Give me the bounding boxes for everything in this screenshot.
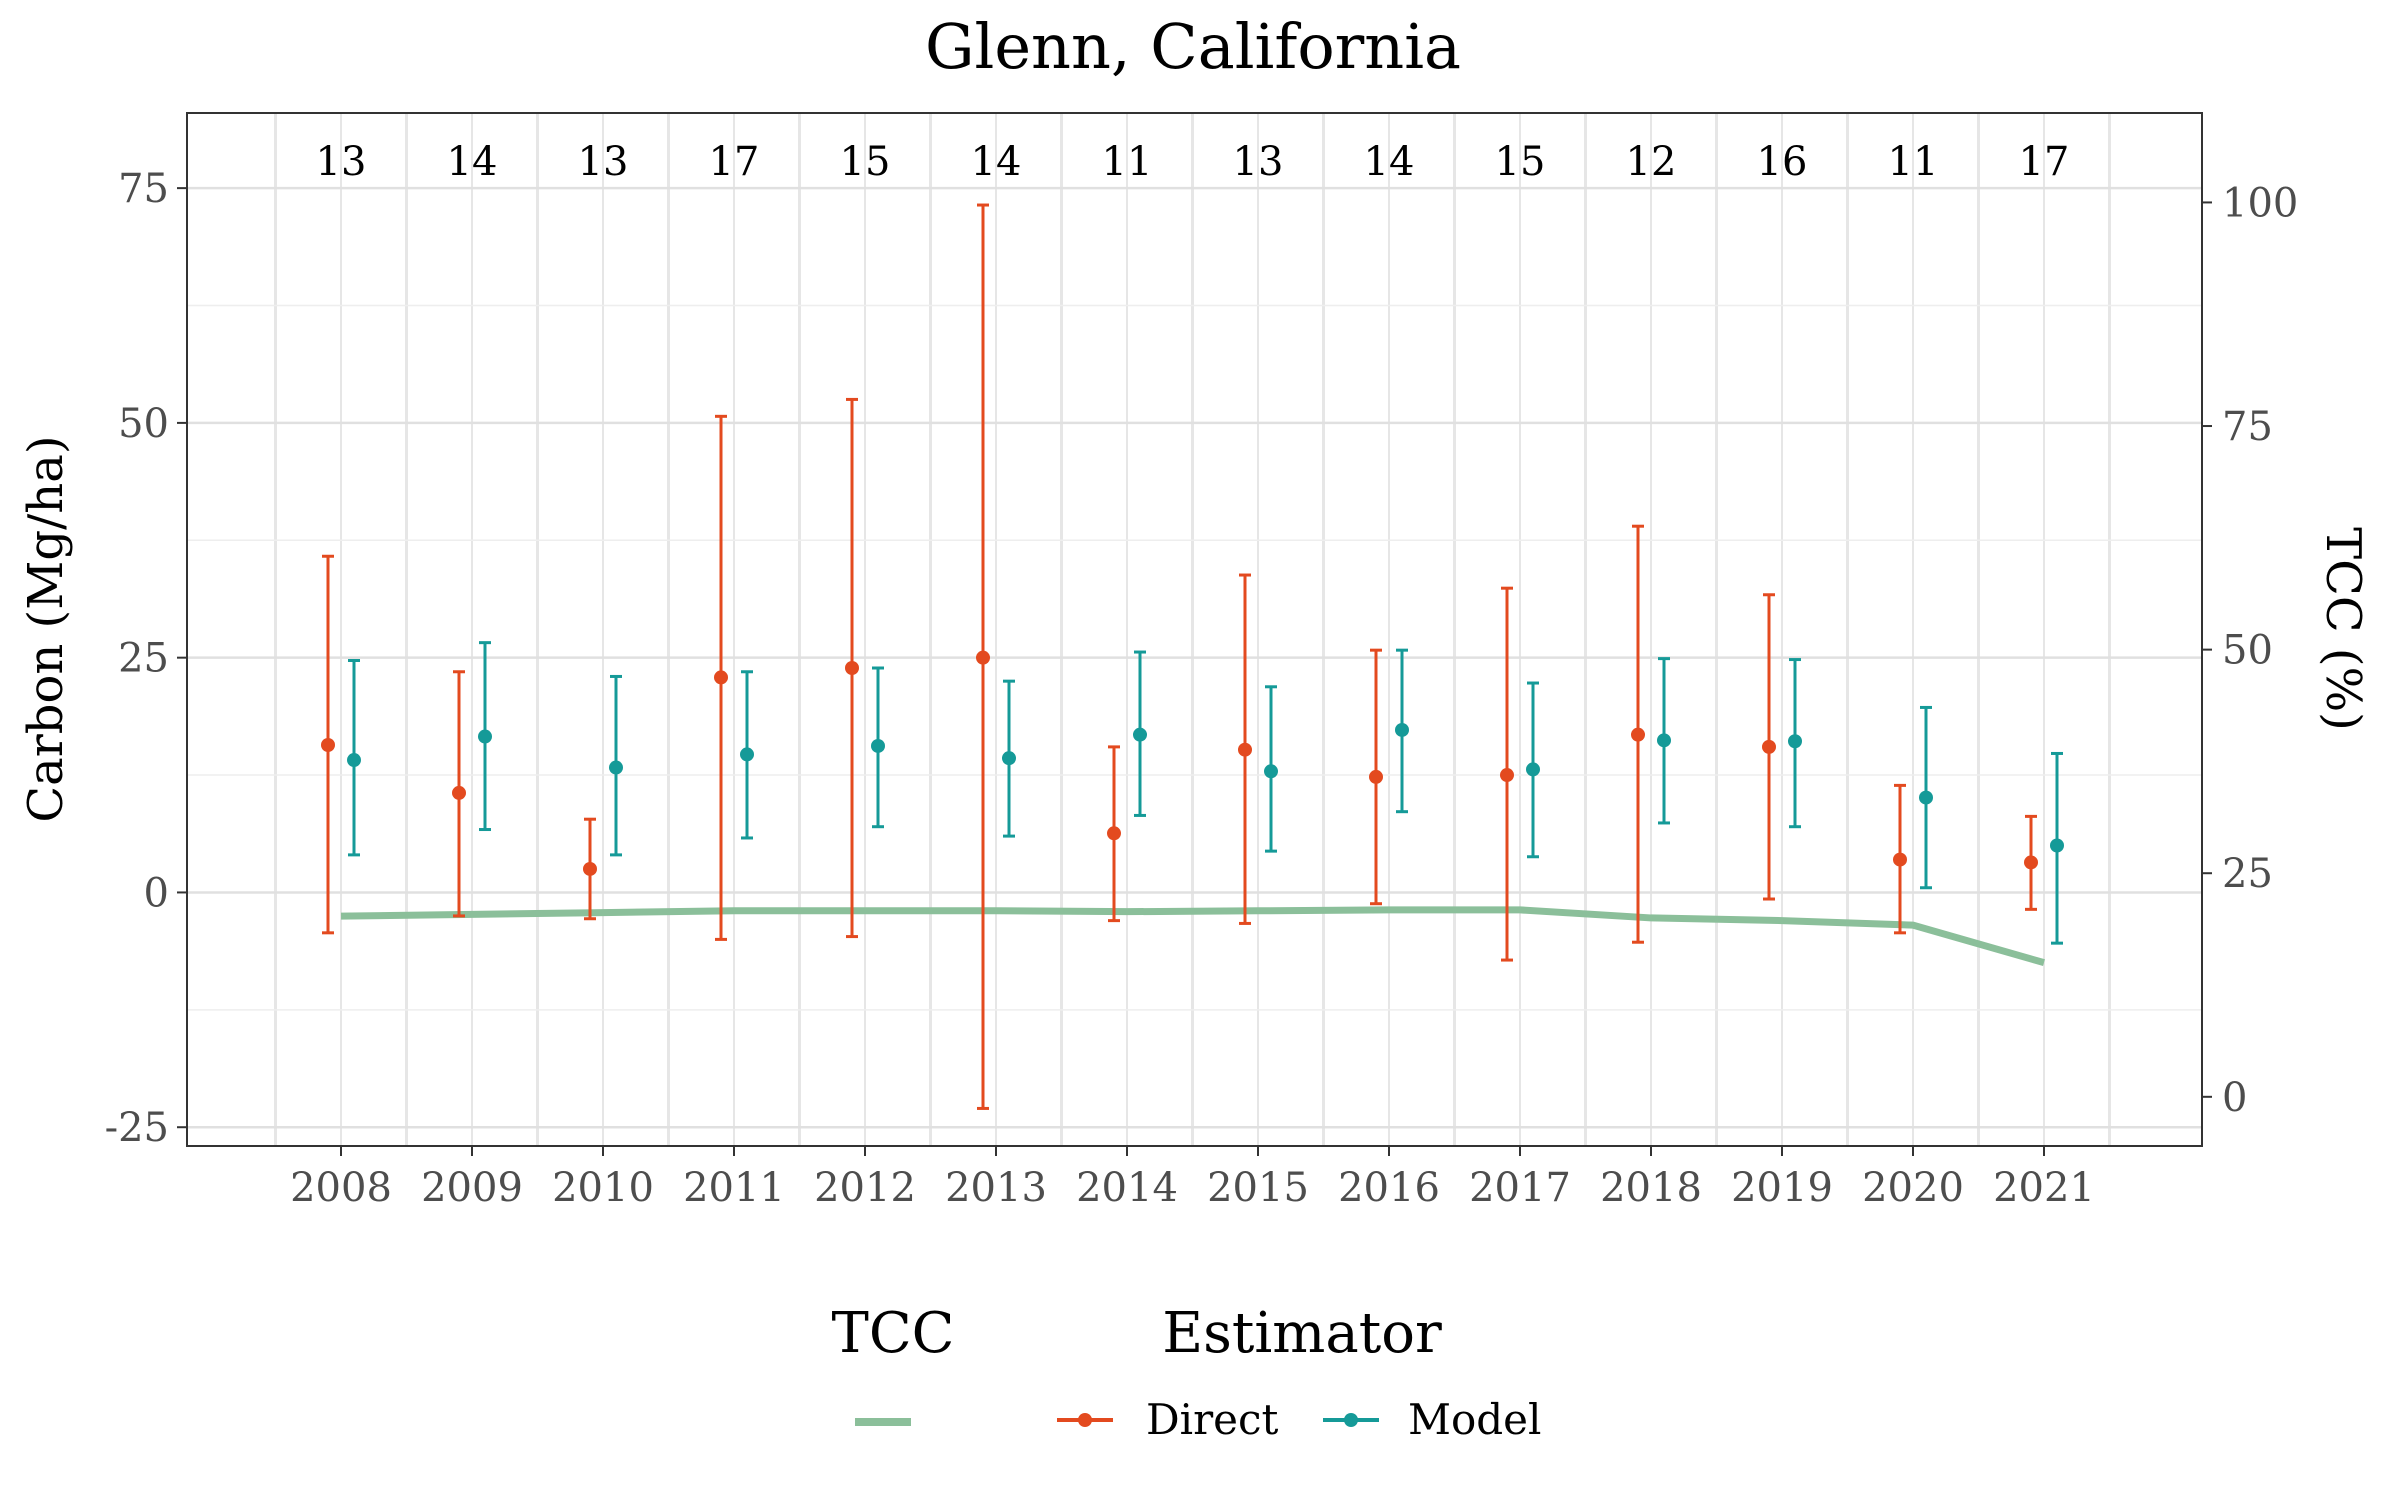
model-point xyxy=(1657,733,1671,748)
model-point xyxy=(871,738,885,753)
direct-point xyxy=(714,670,728,685)
direct-point xyxy=(1631,727,1645,742)
plot-panel-border xyxy=(186,112,2203,1147)
x-tick-label: 2009 xyxy=(421,1165,523,1211)
y-tick-label: 0 xyxy=(144,870,169,916)
sample-count-label: 11 xyxy=(1888,139,1939,185)
model-point xyxy=(1788,734,1802,749)
x-tick-label: 2012 xyxy=(814,1165,916,1211)
direct-point xyxy=(845,661,859,676)
model-point xyxy=(1526,762,1540,777)
sample-count-label: 11 xyxy=(1102,139,1153,185)
direct-point xyxy=(1762,739,1776,754)
point-layer xyxy=(321,650,2064,876)
y2-tick-label: 25 xyxy=(2222,851,2273,897)
x-tick-label: 2015 xyxy=(1207,1165,1309,1211)
model-point xyxy=(1395,722,1409,737)
direct-point xyxy=(1107,826,1121,841)
model-point xyxy=(347,753,361,768)
x-tick-label: 2010 xyxy=(552,1165,654,1211)
x-tick-label: 2008 xyxy=(290,1165,392,1211)
x-tick-label: 2018 xyxy=(1600,1165,1702,1211)
model-point xyxy=(478,729,492,744)
model-point xyxy=(2050,838,2064,853)
legend: TCC Estimator Direct Model xyxy=(831,1301,1541,1444)
y2-tick-label: 100 xyxy=(2222,180,2298,226)
sample-count-label: 15 xyxy=(1495,139,1546,185)
y-tick-label: 75 xyxy=(118,166,169,212)
axis-layer: -25 0 25 50 75 0 25 50 75 100 2008 2009 2010 2011 2012… xyxy=(105,166,2299,1211)
direct-point xyxy=(1369,769,1383,784)
x-tick-label: 2020 xyxy=(1862,1165,1964,1211)
count-layer: 13 14 13 17 15 14 11 13 14 15 12 16 11 17 xyxy=(316,139,2070,185)
y-tick-label: 25 xyxy=(118,636,169,682)
legend-key-model-point xyxy=(1344,1413,1358,1427)
direct-point xyxy=(1238,742,1252,757)
y2-axis-title: TCC (%) xyxy=(2315,527,2371,731)
direct-point xyxy=(1500,768,1514,783)
sample-count-label: 13 xyxy=(1233,139,1284,185)
direct-point xyxy=(321,738,335,753)
sample-count-label: 16 xyxy=(1757,139,1808,185)
sample-count-label: 17 xyxy=(709,139,760,185)
direct-point xyxy=(583,861,597,876)
x-tick-label: 2016 xyxy=(1338,1165,1440,1211)
x-tick-label: 2021 xyxy=(1993,1165,2095,1211)
x-tick-label: 2013 xyxy=(945,1165,1047,1211)
model-point xyxy=(1133,727,1147,742)
direct-point xyxy=(452,785,466,800)
legend-title-tcc: TCC xyxy=(831,1301,954,1366)
direct-point xyxy=(976,650,990,665)
sample-count-label: 17 xyxy=(2019,139,2070,185)
model-point xyxy=(609,760,623,775)
sample-count-label: 14 xyxy=(971,139,1022,185)
tcc-layer xyxy=(340,906,2045,967)
x-tick-label: 2014 xyxy=(1076,1165,1178,1211)
sample-count-label: 14 xyxy=(447,139,498,185)
legend-label-model: Model xyxy=(1408,1395,1541,1444)
legend-label-direct: Direct xyxy=(1146,1395,1279,1444)
grid-layer xyxy=(187,113,2202,1146)
x-tick-label: 2019 xyxy=(1731,1165,1833,1211)
model-point xyxy=(1264,764,1278,779)
sample-count-label: 14 xyxy=(1364,139,1415,185)
model-point xyxy=(740,747,754,762)
y-axis-title: Carbon (Mg/ha) xyxy=(18,435,74,822)
x-tick-label: 2017 xyxy=(1469,1165,1571,1211)
legend-key-direct-point xyxy=(1078,1413,1092,1427)
y-tick-label: 50 xyxy=(118,401,169,447)
model-point xyxy=(1002,751,1016,766)
model-point xyxy=(1919,790,1933,805)
sample-count-label: 12 xyxy=(1626,139,1677,185)
sample-count-label: 13 xyxy=(316,139,367,185)
sample-count-label: 13 xyxy=(578,139,629,185)
y2-tick-label: 50 xyxy=(2222,628,2273,674)
x-tick-label: 2011 xyxy=(683,1165,785,1211)
legend-title-estimator: Estimator xyxy=(1162,1301,1442,1366)
direct-point xyxy=(2024,855,2038,870)
direct-point xyxy=(1893,852,1907,867)
y2-tick-label: 0 xyxy=(2222,1075,2247,1121)
chart-title: Glenn, California xyxy=(925,10,1461,83)
y2-tick-label: 75 xyxy=(2222,404,2273,450)
tcc-line xyxy=(340,906,2045,967)
sample-count-label: 15 xyxy=(840,139,891,185)
y-tick-label: -25 xyxy=(105,1105,169,1151)
